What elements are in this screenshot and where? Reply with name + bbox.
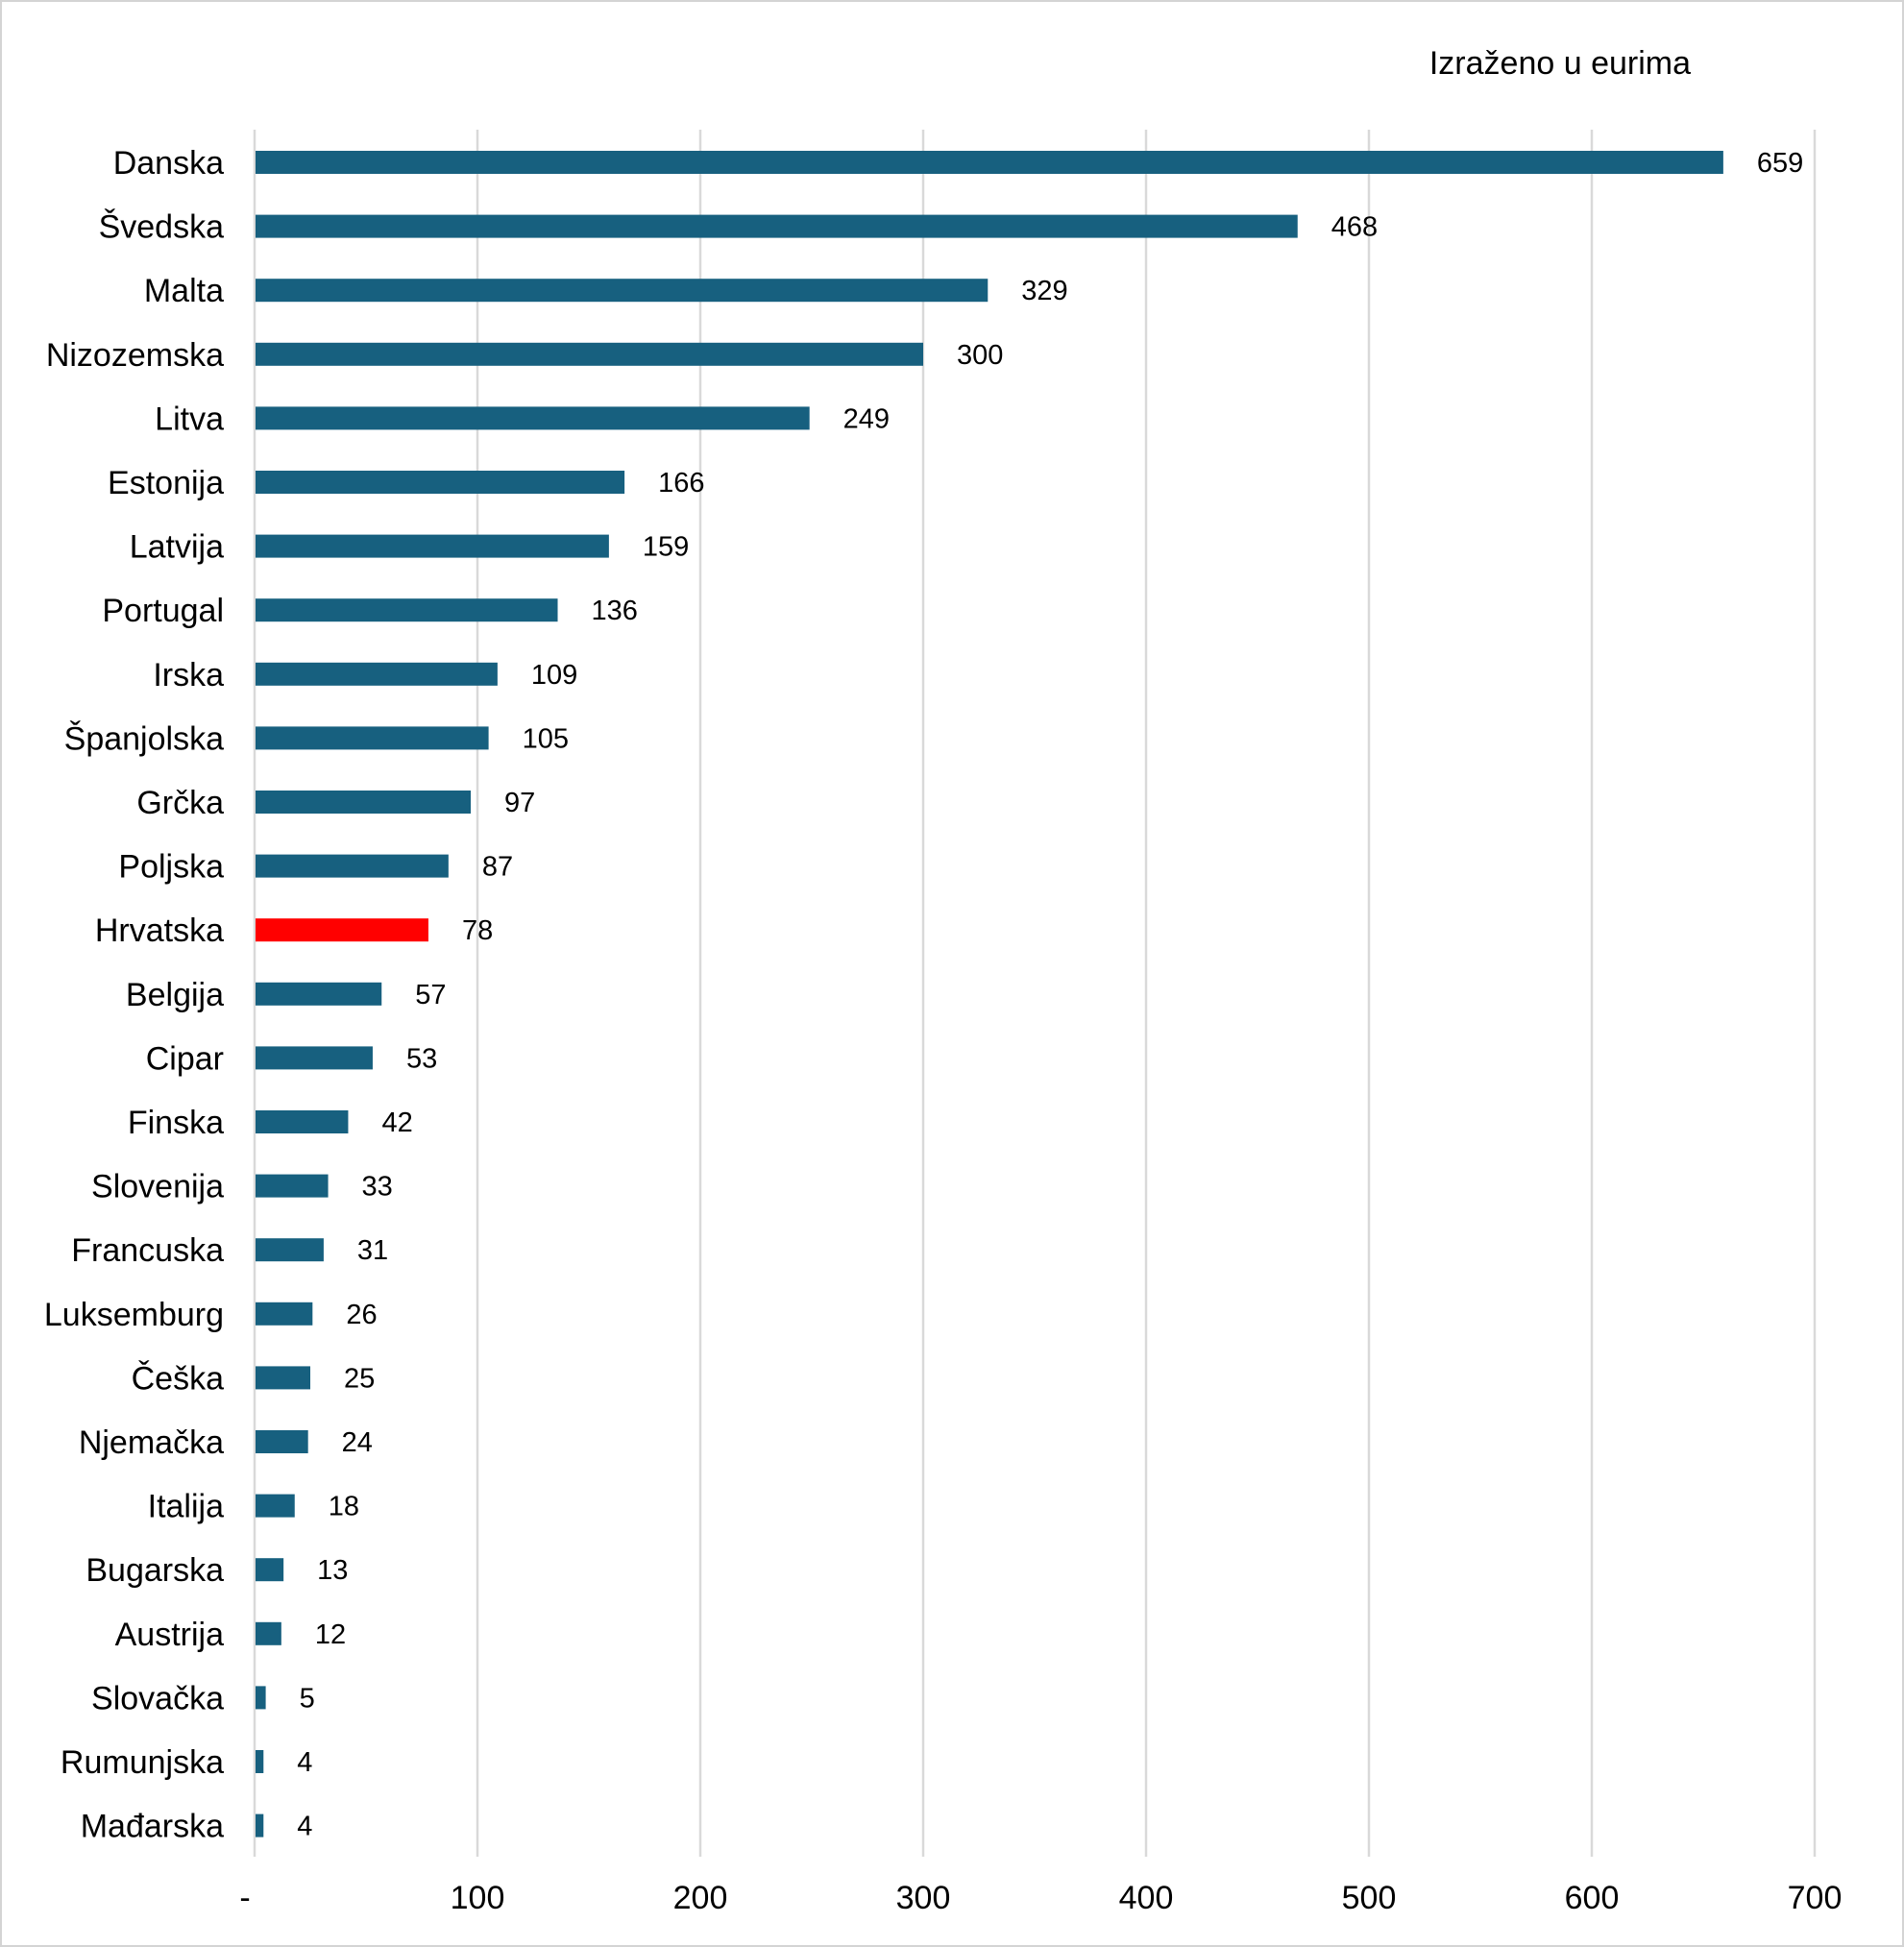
bar [256, 726, 489, 750]
data-label: 329 [1021, 276, 1067, 306]
data-label: 4 [297, 1747, 312, 1778]
x-tick-label: 400 [1119, 1880, 1174, 1916]
category-label: Bugarska [85, 1552, 224, 1589]
data-label: 87 [482, 852, 513, 883]
category-label: Litva [155, 401, 224, 437]
bar [256, 1046, 373, 1070]
data-label: 249 [843, 403, 890, 434]
x-tick-label: 200 [673, 1880, 728, 1916]
data-label: 159 [643, 532, 689, 563]
data-label: 5 [300, 1683, 315, 1714]
data-label: 4 [297, 1812, 312, 1842]
data-label: 24 [342, 1427, 373, 1458]
x-tick-label: - [239, 1880, 250, 1916]
bar [256, 279, 989, 303]
category-label: Češka [132, 1360, 224, 1397]
category-label: Njemačka [79, 1424, 224, 1461]
data-label: 97 [504, 788, 535, 818]
bar [256, 1430, 308, 1453]
data-label: 25 [344, 1363, 375, 1394]
x-tick-label: 600 [1565, 1880, 1620, 1916]
data-label: 18 [329, 1492, 359, 1522]
bar [256, 918, 428, 942]
category-label: Hrvatska [95, 913, 224, 949]
data-label: 31 [357, 1235, 388, 1266]
category-label: Malta [144, 273, 224, 309]
bar [256, 1302, 313, 1326]
x-tick-label: 700 [1788, 1880, 1843, 1916]
x-tick-label: 500 [1342, 1880, 1397, 1916]
category-label: Poljska [118, 849, 224, 886]
bar [256, 1621, 281, 1645]
category-label: Španjolska [64, 720, 224, 757]
category-label: Luksemburg [44, 1297, 224, 1333]
data-label: 33 [362, 1172, 393, 1203]
gridlines [253, 130, 1817, 1857]
bar [256, 662, 498, 686]
data-label: 468 [1331, 212, 1378, 243]
category-label: Slovenija [91, 1169, 224, 1205]
category-label: Latvija [130, 529, 224, 566]
category-label: Mađarska [81, 1809, 224, 1845]
category-label: Danska [113, 145, 224, 182]
x-tick-label: 100 [451, 1880, 505, 1916]
bar [256, 1110, 349, 1133]
category-label: Cipar [146, 1040, 224, 1077]
category-label: Rumunjska [61, 1744, 224, 1781]
data-label: 166 [658, 468, 704, 499]
category-label: Nizozemska [46, 337, 224, 374]
x-tick-label: 300 [896, 1880, 951, 1916]
bar [256, 1494, 295, 1518]
data-label: 659 [1757, 148, 1803, 179]
bar [256, 1686, 266, 1710]
category-labels: Danska Švedska Malta Nizozemska Litva Estonij… [44, 145, 224, 1845]
category-label: Francuska [71, 1232, 224, 1269]
bar [256, 982, 382, 1006]
bar [256, 1238, 324, 1262]
x-axis-tick-labels: - 100 200 300 400 500 600 700 [239, 1880, 1842, 1916]
data-label: 136 [592, 596, 638, 626]
category-label: Švedska [99, 209, 224, 246]
bar [256, 1558, 284, 1582]
category-label: Estonija [108, 465, 224, 501]
data-label: 57 [415, 980, 446, 1010]
category-label: Italija [148, 1489, 224, 1525]
bar [256, 342, 923, 366]
data-label: 12 [315, 1619, 346, 1650]
bar [256, 854, 449, 878]
category-label: Austrija [115, 1617, 224, 1653]
bar [256, 1750, 264, 1773]
category-label: Belgija [126, 977, 224, 1013]
data-label: 78 [462, 915, 493, 946]
category-label: Finska [128, 1105, 224, 1141]
unit-note: Izraženo u eurima [1429, 45, 1691, 82]
category-label: Irska [153, 657, 224, 694]
category-label: Slovačka [91, 1680, 224, 1716]
bar [256, 471, 625, 494]
data-label: 26 [346, 1300, 377, 1330]
bar [256, 598, 558, 622]
data-label: 300 [957, 340, 1003, 371]
bar [256, 151, 1723, 174]
data-label: 109 [531, 660, 577, 691]
data-label: 105 [523, 723, 569, 754]
bar [256, 214, 1298, 238]
data-label: 53 [406, 1043, 437, 1074]
category-label: Portugal [102, 593, 224, 629]
data-label: 42 [381, 1107, 412, 1138]
bar [256, 1366, 310, 1390]
data-label: 13 [317, 1555, 348, 1586]
data-labels: 6594683293002491661591361091059787785753… [297, 148, 1803, 1842]
bars [256, 151, 1723, 1837]
category-label: Grčka [136, 785, 224, 821]
bar [256, 1813, 264, 1837]
bar [256, 791, 472, 814]
bar [256, 534, 609, 558]
bar [256, 1174, 329, 1198]
bar [256, 406, 810, 430]
